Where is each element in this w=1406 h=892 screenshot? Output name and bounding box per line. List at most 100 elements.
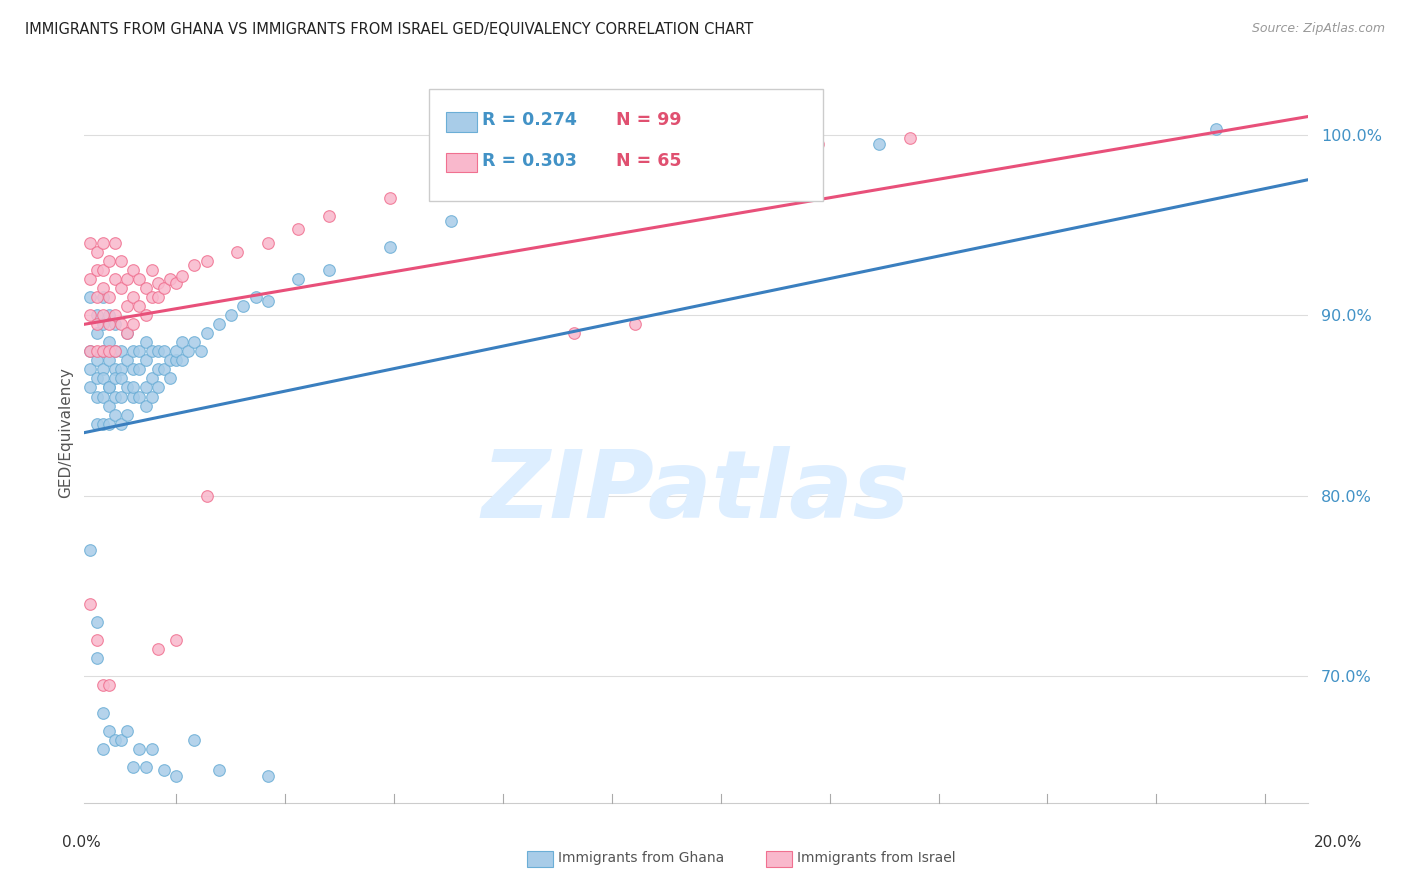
Point xyxy=(318,263,340,277)
Point xyxy=(146,362,169,376)
Text: R = 0.303: R = 0.303 xyxy=(482,152,576,169)
Point xyxy=(86,326,108,341)
Point xyxy=(287,272,309,286)
Point xyxy=(91,390,114,404)
Point xyxy=(172,268,194,283)
Point xyxy=(91,290,114,304)
Point xyxy=(86,651,108,665)
Point xyxy=(91,706,114,720)
Point xyxy=(86,290,108,304)
Point xyxy=(97,380,120,394)
Point xyxy=(141,290,163,304)
Point xyxy=(91,281,114,295)
Point xyxy=(153,764,176,778)
Text: IMMIGRANTS FROM GHANA VS IMMIGRANTS FROM ISRAEL GED/EQUIVALENCY CORRELATION CHAR: IMMIGRANTS FROM GHANA VS IMMIGRANTS FROM… xyxy=(25,22,754,37)
Point xyxy=(128,362,150,376)
Point xyxy=(183,258,205,272)
Point xyxy=(115,326,138,341)
Point xyxy=(135,399,157,413)
Point xyxy=(146,290,169,304)
Point xyxy=(91,417,114,431)
Point xyxy=(135,353,157,368)
Text: N = 99: N = 99 xyxy=(616,112,682,129)
Point xyxy=(190,344,212,359)
Point xyxy=(165,769,187,783)
Point xyxy=(86,371,108,385)
Point xyxy=(91,344,114,359)
Point xyxy=(97,254,120,268)
Point xyxy=(97,380,120,394)
Text: ZIPatlas: ZIPatlas xyxy=(482,446,910,538)
Point xyxy=(177,344,200,359)
Point xyxy=(257,293,280,308)
Point xyxy=(110,254,132,268)
Text: 0.0%: 0.0% xyxy=(62,836,101,850)
Point xyxy=(318,209,340,223)
Point xyxy=(97,344,120,359)
Point xyxy=(128,390,150,404)
Point xyxy=(172,353,194,368)
Point xyxy=(183,335,205,350)
Text: N = 65: N = 65 xyxy=(616,152,682,169)
Point xyxy=(141,263,163,277)
Point xyxy=(86,417,108,431)
Y-axis label: GED/Equivalency: GED/Equivalency xyxy=(58,368,73,498)
Point xyxy=(183,732,205,747)
Point xyxy=(115,380,138,394)
Point xyxy=(86,390,108,404)
Point xyxy=(869,136,891,151)
Point xyxy=(97,308,120,322)
Point xyxy=(97,335,120,350)
Point xyxy=(141,344,163,359)
Point xyxy=(115,326,138,341)
Text: Immigrants from Ghana: Immigrants from Ghana xyxy=(558,851,724,865)
Point xyxy=(165,353,187,368)
Point xyxy=(110,318,132,332)
Text: R = 0.274: R = 0.274 xyxy=(482,112,576,129)
Point xyxy=(97,353,120,368)
Point xyxy=(141,371,163,385)
Point xyxy=(172,335,194,350)
Point xyxy=(79,543,101,558)
Text: Immigrants from Israel: Immigrants from Israel xyxy=(797,851,956,865)
Point xyxy=(122,290,145,304)
Point xyxy=(257,235,280,250)
Point xyxy=(86,308,108,322)
Point xyxy=(208,764,231,778)
Point xyxy=(146,344,169,359)
Point xyxy=(135,760,157,774)
Point xyxy=(195,326,218,341)
Point xyxy=(110,390,132,404)
Point xyxy=(165,276,187,290)
Point xyxy=(141,741,163,756)
Point xyxy=(440,178,463,193)
Point xyxy=(128,272,150,286)
Point xyxy=(624,318,647,332)
Point xyxy=(91,344,114,359)
Point xyxy=(91,362,114,376)
Point xyxy=(79,308,101,322)
Point xyxy=(159,353,181,368)
Point xyxy=(110,344,132,359)
Point xyxy=(141,390,163,404)
Point xyxy=(502,168,524,182)
Point xyxy=(104,344,127,359)
Point xyxy=(562,326,585,341)
Point xyxy=(115,299,138,313)
Point xyxy=(104,732,127,747)
Point xyxy=(685,145,707,160)
Point xyxy=(110,371,132,385)
Point xyxy=(86,353,108,368)
Point xyxy=(97,318,120,332)
Point xyxy=(91,678,114,692)
Point xyxy=(86,633,108,648)
Point xyxy=(1205,122,1227,136)
Point xyxy=(128,299,150,313)
Point xyxy=(562,160,585,174)
Point xyxy=(104,408,127,422)
Point xyxy=(122,760,145,774)
Point xyxy=(146,380,169,394)
Point xyxy=(97,399,120,413)
Point xyxy=(104,362,127,376)
Point xyxy=(91,308,114,322)
